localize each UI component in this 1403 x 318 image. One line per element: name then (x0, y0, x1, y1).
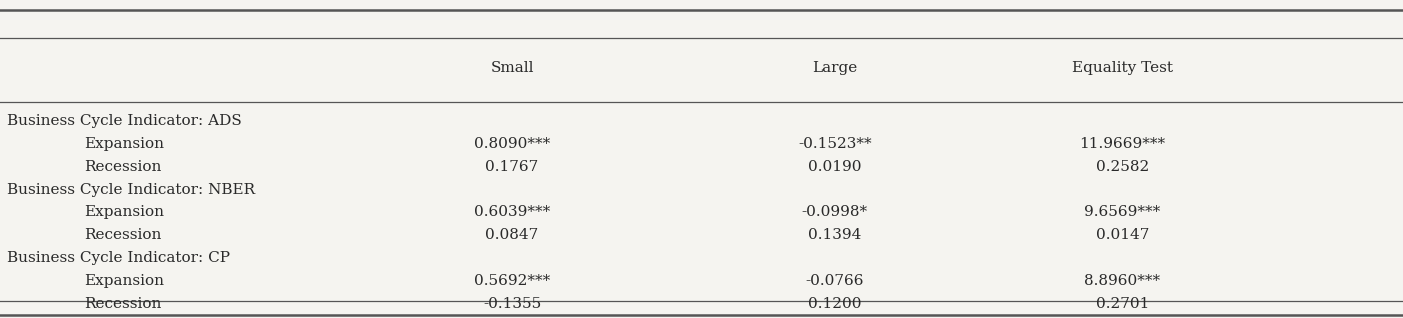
Text: 0.1394: 0.1394 (808, 228, 861, 242)
Text: -0.1355: -0.1355 (483, 297, 542, 311)
Text: -0.0766: -0.0766 (805, 274, 864, 288)
Text: 0.0190: 0.0190 (808, 160, 861, 174)
Text: Large: Large (812, 61, 857, 75)
Text: Recession: Recession (84, 160, 161, 174)
Text: 0.0847: 0.0847 (485, 228, 539, 242)
Text: 0.1200: 0.1200 (808, 297, 861, 311)
Text: 0.1767: 0.1767 (485, 160, 539, 174)
Text: Recession: Recession (84, 228, 161, 242)
Text: 0.6039***: 0.6039*** (474, 205, 550, 219)
Text: -0.1523**: -0.1523** (798, 137, 871, 151)
Text: 0.8090***: 0.8090*** (474, 137, 550, 151)
Text: 11.9669***: 11.9669*** (1079, 137, 1166, 151)
Text: -0.0998*: -0.0998* (801, 205, 868, 219)
Text: Expansion: Expansion (84, 137, 164, 151)
Text: Business Cycle Indicator: NBER: Business Cycle Indicator: NBER (7, 183, 255, 197)
Text: Expansion: Expansion (84, 274, 164, 288)
Text: Business Cycle Indicator: CP: Business Cycle Indicator: CP (7, 251, 230, 265)
Text: Equality Test: Equality Test (1072, 61, 1173, 75)
Text: 0.5692***: 0.5692*** (474, 274, 550, 288)
Text: Expansion: Expansion (84, 205, 164, 219)
Text: 0.2582: 0.2582 (1096, 160, 1149, 174)
Text: Small: Small (490, 61, 535, 75)
Text: 0.2701: 0.2701 (1096, 297, 1149, 311)
Text: Recession: Recession (84, 297, 161, 311)
Text: 8.8960***: 8.8960*** (1085, 274, 1160, 288)
Text: 9.6569***: 9.6569*** (1085, 205, 1160, 219)
Text: 0.0147: 0.0147 (1096, 228, 1149, 242)
Text: Business Cycle Indicator: ADS: Business Cycle Indicator: ADS (7, 114, 241, 128)
